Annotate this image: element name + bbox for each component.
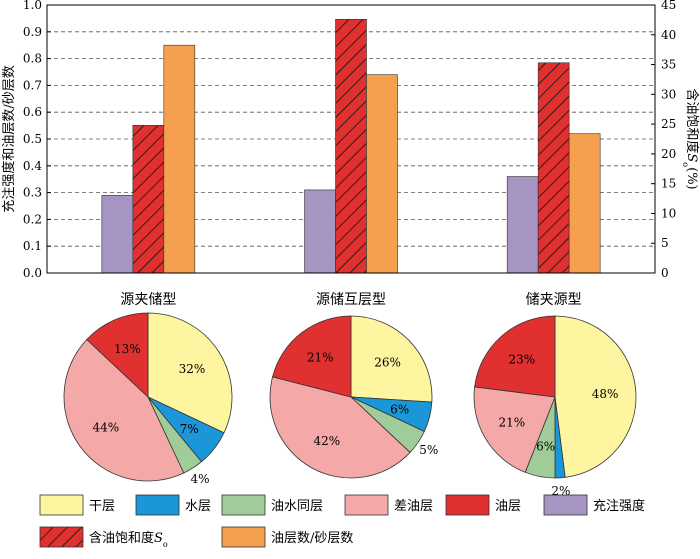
legend-label: 油层 bbox=[495, 499, 521, 514]
y-tick-label: 1.0 bbox=[23, 0, 42, 12]
y2-tick-label: 35 bbox=[661, 58, 676, 72]
legend-label: 油层数/砂层数 bbox=[271, 531, 353, 546]
bar bbox=[335, 18, 367, 274]
y-tick-label: 0.4 bbox=[23, 159, 42, 173]
bar bbox=[537, 62, 570, 274]
pie-label: 21% bbox=[498, 416, 525, 430]
y2-tick-label: 30 bbox=[661, 87, 676, 101]
bar bbox=[132, 125, 165, 274]
bar bbox=[163, 44, 196, 274]
category-label: 源储互层型 bbox=[316, 292, 386, 308]
legend-label: 干层 bbox=[89, 499, 115, 514]
y-tick-label: 0.7 bbox=[23, 78, 42, 92]
pie-slice bbox=[147, 312, 233, 434]
y-tick-label: 0.6 bbox=[23, 105, 42, 119]
legend-swatch bbox=[221, 494, 266, 516]
legend-swatch bbox=[39, 494, 84, 516]
y2-tick-label: 25 bbox=[661, 117, 676, 131]
pie-label: 5% bbox=[419, 443, 438, 457]
y2-tick-label: 0 bbox=[661, 266, 669, 280]
pie-label: 7% bbox=[180, 422, 199, 436]
y2-tick-label: 40 bbox=[661, 28, 676, 42]
pie-label: 44% bbox=[93, 421, 120, 435]
pie-label: 42% bbox=[313, 434, 340, 448]
bar bbox=[568, 133, 601, 274]
y2-tick-label: 45 bbox=[661, 0, 676, 12]
y-tick-label: 0.8 bbox=[23, 52, 42, 66]
legend-swatch bbox=[221, 526, 266, 548]
legend-swatch bbox=[445, 494, 490, 516]
legend-swatch bbox=[543, 494, 588, 516]
legend-swatch bbox=[39, 526, 84, 548]
bar bbox=[366, 74, 398, 274]
y-tick-label: 0.2 bbox=[23, 212, 42, 226]
pie-label: 32% bbox=[179, 362, 206, 376]
pie-slice bbox=[63, 338, 185, 482]
y-tick-label: 0.0 bbox=[23, 266, 42, 280]
category-label: 源夹储型 bbox=[120, 292, 176, 308]
bar bbox=[304, 189, 336, 274]
pie-label: 21% bbox=[307, 350, 334, 364]
bar-chart: 源夹储型 源储互层型 储夹源型 0.0 0.1 0.2 0.3 0.4 0.5 0.6 0.7 0.8… bbox=[1, 0, 700, 308]
pie-label: 23% bbox=[508, 352, 535, 366]
y-tick-label: 0.9 bbox=[23, 25, 42, 39]
pie-slice bbox=[350, 315, 433, 403]
y2-axis-label: 含油饱和度So(%) bbox=[682, 88, 700, 189]
pie-label: 48% bbox=[592, 387, 619, 401]
pie-slice bbox=[473, 386, 556, 473]
y2-tick-label: 5 bbox=[661, 236, 669, 250]
category-label: 储夹源型 bbox=[526, 292, 582, 308]
pie-slice bbox=[272, 315, 352, 398]
legend-label: 油水同层 bbox=[271, 499, 323, 514]
y-axis-label: 充注强度和油层数/砂层数 bbox=[1, 65, 17, 212]
y-tick-label: 0.5 bbox=[23, 132, 42, 146]
bar bbox=[101, 194, 134, 274]
pie-label: 13% bbox=[114, 342, 141, 356]
pie-label: 6% bbox=[390, 402, 409, 416]
pie-slice bbox=[269, 376, 411, 479]
legend-label: 水层 bbox=[185, 499, 211, 514]
legend-label: 充注强度 bbox=[593, 498, 645, 514]
pie-slice bbox=[474, 315, 556, 398]
pie-charts: 32% 7% 4% 44% 13% 26% 6% 5% 42% 21% 48% 2% 6% 21% 23% bbox=[63, 312, 637, 498]
y-tick-label: 0.1 bbox=[23, 239, 42, 253]
y2-tick-label: 15 bbox=[661, 177, 676, 191]
legend-label: 含油饱和度So bbox=[89, 530, 168, 549]
pie-label: 4% bbox=[190, 472, 209, 486]
legend-label: 差油层 bbox=[394, 499, 433, 514]
pie-label: 26% bbox=[374, 356, 401, 370]
legend-swatch bbox=[344, 494, 389, 516]
bar bbox=[506, 176, 539, 274]
pie-label: 2% bbox=[551, 484, 570, 498]
pie-slice bbox=[86, 312, 149, 398]
pie-slice bbox=[554, 315, 637, 478]
y2-tick-label: 10 bbox=[661, 206, 676, 220]
legend-swatch bbox=[135, 494, 180, 516]
pie-label: 6% bbox=[536, 439, 555, 453]
y2-tick-label: 20 bbox=[661, 147, 676, 161]
y-tick-label: 0.3 bbox=[23, 186, 42, 200]
